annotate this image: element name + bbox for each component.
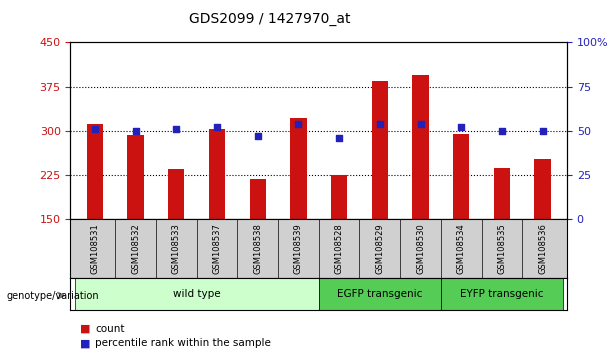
Bar [319, 278, 441, 310]
Text: GSM108528: GSM108528 [335, 223, 344, 274]
Bar [331, 175, 347, 219]
Point [172, 126, 181, 132]
Text: wild type: wild type [173, 289, 221, 299]
Text: GSM108535: GSM108535 [497, 223, 506, 274]
Bar [75, 278, 319, 310]
Bar [249, 179, 266, 219]
Text: ■: ■ [80, 338, 90, 348]
Point [538, 128, 547, 134]
Text: GSM108539: GSM108539 [294, 223, 303, 274]
Text: GSM108533: GSM108533 [172, 223, 181, 274]
Point [416, 121, 425, 127]
Text: GSM108532: GSM108532 [131, 223, 140, 274]
Point [375, 121, 385, 127]
Bar [371, 81, 388, 219]
Bar [128, 135, 144, 219]
Point [456, 125, 466, 130]
Text: ■: ■ [80, 324, 90, 333]
Text: EGFP transgenic: EGFP transgenic [337, 289, 422, 299]
Text: GSM108537: GSM108537 [213, 223, 221, 274]
Point [334, 135, 344, 141]
Text: GSM108538: GSM108538 [253, 223, 262, 274]
Text: EYFP transgenic: EYFP transgenic [460, 289, 544, 299]
Bar [209, 129, 225, 219]
Text: genotype/variation: genotype/variation [6, 291, 99, 301]
Point [253, 133, 262, 139]
Point [294, 121, 303, 127]
Text: GSM108534: GSM108534 [457, 223, 466, 274]
Point [497, 128, 507, 134]
Bar [493, 167, 510, 219]
Text: GSM108531: GSM108531 [90, 223, 99, 274]
Bar [453, 134, 470, 219]
Point [90, 126, 100, 132]
Bar [168, 169, 185, 219]
Bar [441, 278, 563, 310]
Text: GDS2099 / 1427970_at: GDS2099 / 1427970_at [189, 12, 351, 27]
Bar [535, 159, 550, 219]
Bar [413, 75, 428, 219]
Point [131, 128, 140, 134]
Point [212, 125, 222, 130]
Text: percentile rank within the sample: percentile rank within the sample [95, 338, 271, 348]
Text: GSM108530: GSM108530 [416, 223, 425, 274]
Text: count: count [95, 324, 124, 333]
Text: GSM108536: GSM108536 [538, 223, 547, 274]
Bar [291, 118, 306, 219]
Bar [87, 124, 103, 219]
Text: GSM108529: GSM108529 [375, 223, 384, 274]
